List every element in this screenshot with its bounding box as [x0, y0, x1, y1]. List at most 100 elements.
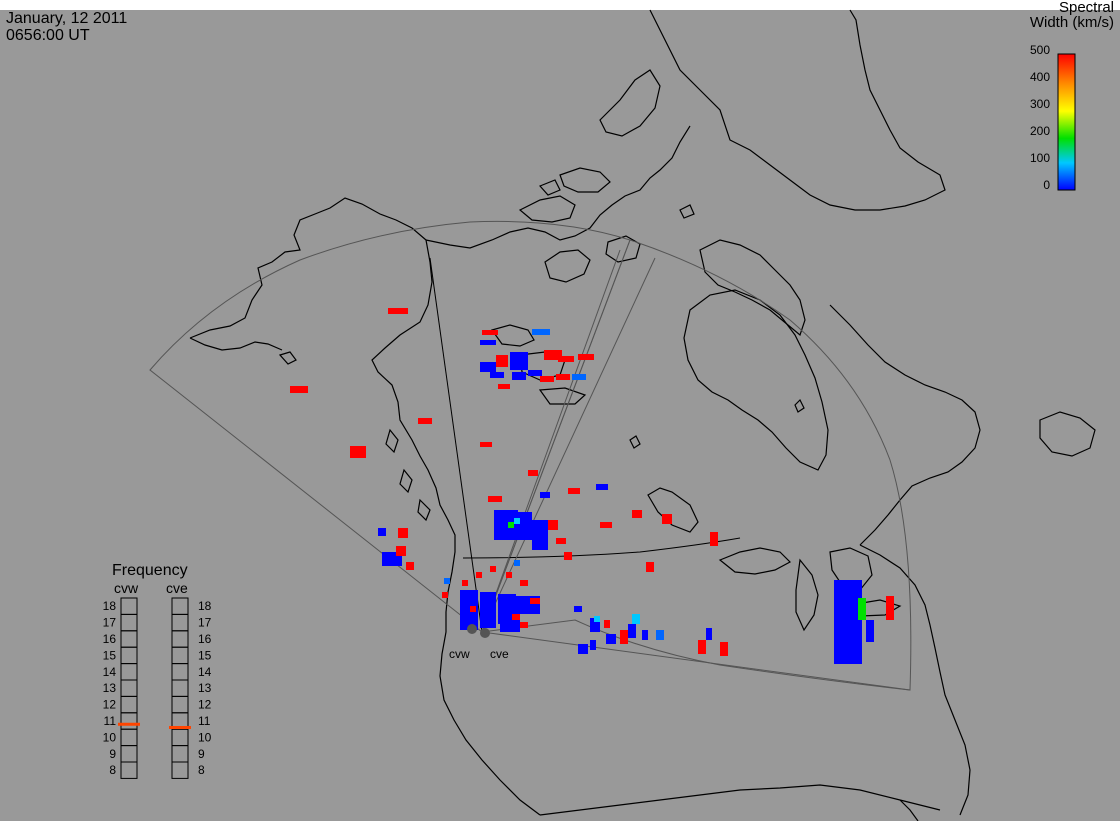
fov-cvw-beam-west [429, 257, 483, 633]
scatter-point [442, 592, 448, 598]
aleutian-arc [189, 337, 283, 351]
lake-winnipeg [647, 487, 699, 533]
lake-superior [718, 547, 791, 575]
scatter-point [698, 640, 706, 654]
frequency-box [120, 761, 138, 779]
arctic-island-2 [559, 167, 611, 193]
fov-beam-line-2 [481, 249, 621, 633]
frequency-tick-label: 16 [103, 632, 117, 646]
florida [899, 799, 919, 821]
lake-huron [829, 547, 873, 591]
frequency-tick-label: 15 [198, 648, 212, 662]
frequency-box [120, 613, 138, 632]
lake-athabasca [538, 387, 587, 405]
colorbar-ticks: 500 400 300 200 100 0 [1030, 43, 1050, 192]
arctic-island-5 [605, 235, 641, 263]
frequency-radar-cve: cve [166, 580, 188, 596]
frequency-box [120, 597, 138, 615]
scatter-point [632, 510, 642, 518]
frequency-box [120, 728, 138, 747]
scatter-point [632, 614, 640, 624]
frequency-box [171, 679, 189, 697]
scatter-point [530, 598, 540, 604]
scatter-point [388, 308, 408, 314]
coastlines [189, 9, 1096, 821]
colorbar-title: Spectral Width (km/s) [1030, 0, 1114, 30]
scatter-point [886, 596, 894, 620]
frequency-box [171, 597, 189, 615]
island-1 [278, 351, 297, 365]
arctic-island-1 [518, 195, 576, 223]
scatter-point [500, 620, 520, 632]
colorbar-tick-500: 500 [1030, 43, 1050, 57]
scatter-point [706, 628, 712, 640]
scatter-point [558, 356, 574, 362]
colorbar-tick-400: 400 [1030, 70, 1050, 84]
frequency-tick-label: 12 [198, 698, 212, 712]
frequency-box [171, 613, 189, 632]
frequency-box [120, 712, 138, 730]
coastline-east [859, 544, 971, 816]
scatter-point [490, 372, 504, 378]
scatter-point [594, 616, 600, 622]
scatter-point [568, 488, 580, 494]
scatter-point [556, 538, 566, 544]
frequency-box [120, 663, 138, 681]
radar-label-cvw: cvw [449, 647, 470, 661]
frequency-tick-label: 11 [104, 714, 117, 728]
scatter-point [512, 372, 526, 380]
colorbar-tick-300: 300 [1030, 97, 1050, 111]
scatter-point [462, 580, 468, 586]
labrador-coast [829, 304, 981, 546]
frequency-box [120, 695, 138, 714]
scatter-point [656, 630, 664, 640]
scatter-point [578, 354, 594, 360]
scatter-point [480, 340, 496, 345]
scatter-point [290, 386, 308, 393]
scatter-point [444, 578, 450, 584]
scatter-point [528, 470, 538, 476]
scatter-point [406, 562, 414, 570]
frequency-box [120, 745, 138, 763]
frequency-box [171, 728, 189, 747]
frequency-box [120, 679, 138, 697]
great-slave-lake [491, 324, 535, 347]
frequency-tick-label: 14 [198, 665, 212, 679]
scatter-point [662, 514, 672, 524]
scatter-point [508, 522, 514, 528]
scatter-point [482, 330, 498, 335]
scatter-point [480, 362, 496, 372]
scatter-point [520, 622, 528, 628]
scatter-point [604, 620, 610, 628]
radar-label-cve: cve [490, 647, 509, 661]
frequency-tick-label: 13 [103, 681, 117, 695]
arctic-island-4 [544, 249, 591, 283]
scatter-point [512, 614, 520, 620]
frequency-box [171, 646, 189, 665]
scatter-point [488, 496, 502, 502]
scatter-point [514, 560, 520, 566]
scatter-point [396, 546, 406, 556]
scatter-point [506, 572, 512, 578]
colorbar-tick-100: 100 [1030, 151, 1050, 165]
frequency-tick-label: 10 [198, 730, 212, 744]
scatter-point [628, 624, 636, 638]
bc-island-3 [417, 498, 431, 522]
scatter-point [480, 442, 492, 447]
scatter-point [578, 644, 588, 654]
colorbar-tick-200: 200 [1030, 124, 1050, 138]
scatter-point [548, 520, 558, 530]
scatter-point [470, 606, 476, 612]
scatter-point [528, 370, 542, 376]
frequency-tick-label: 16 [198, 632, 212, 646]
lake-small-2 [794, 398, 805, 413]
scatter-point [498, 384, 510, 389]
scatter-point [606, 634, 616, 644]
fov-cvw-outline [149, 220, 631, 633]
colorbar-title-line2: Width (km/s) [1029, 14, 1114, 31]
lake-small-1 [629, 435, 641, 449]
scatter-point [350, 446, 366, 458]
scatter-point [514, 518, 520, 524]
bc-island-1 [385, 428, 399, 454]
scatter-point [564, 552, 572, 560]
